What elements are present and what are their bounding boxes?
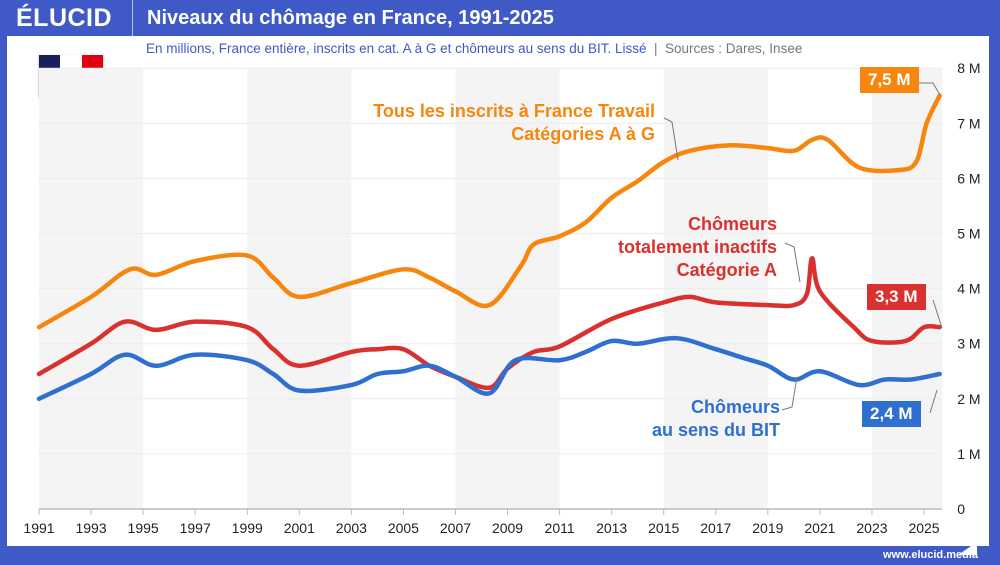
subtitle: En millions, France entière, inscrits en…	[146, 41, 803, 56]
end-badge-categorie-a: 3,3 M	[867, 284, 926, 310]
y-tick-label: 7 M	[957, 115, 980, 131]
x-tick-label: 1991	[23, 520, 54, 536]
y-tick-label: 4 M	[957, 281, 980, 297]
x-tick-label: 1995	[128, 520, 159, 536]
x-tick-label: 2025	[908, 520, 939, 536]
subtitle-text: En millions, France entière, inscrits en…	[146, 41, 647, 56]
badge-leader-line	[929, 389, 938, 414]
x-tick-label: 2009	[492, 520, 523, 536]
badge-leader-line	[918, 82, 941, 96]
x-tick-label: 2019	[752, 520, 783, 536]
label-bit: Chômeurs au sens du BIT	[652, 396, 780, 442]
series-line	[36, 335, 942, 402]
series-line	[36, 256, 942, 391]
label-leader-line	[663, 117, 679, 161]
end-badge-bit: 2,4 M	[862, 401, 921, 427]
series-label-line: Chômeurs	[690, 397, 780, 417]
x-tick-label: 2021	[804, 520, 835, 536]
y-tick-label: 2 M	[957, 391, 980, 407]
x-tick-label: 2015	[648, 520, 679, 536]
x-tick-label: 2007	[440, 520, 471, 536]
logo-mark-icon	[958, 542, 977, 555]
y-tick-label: 5 M	[957, 226, 980, 242]
divider	[132, 0, 133, 36]
footer-url: www.elucid.media	[883, 549, 978, 561]
x-tick-label: 1997	[180, 520, 211, 536]
badge-leader-line	[932, 299, 943, 329]
y-tick-label: 6 M	[957, 170, 980, 186]
label-leader-line	[781, 376, 798, 411]
series-label-line: totalement inactifs	[617, 237, 777, 257]
series-label-line: Chômeurs	[687, 214, 777, 234]
x-tick-label: 2013	[596, 520, 627, 536]
label-inscrits: Tous les inscrits à France Travail Catégo…	[373, 100, 655, 146]
header: ÉLUCID Niveaux du chômage en France, 199…	[0, 0, 1000, 36]
label-leader-line	[784, 242, 801, 283]
x-tick-label: 2005	[388, 520, 419, 536]
series-label-line: Catégorie A	[676, 260, 777, 280]
x-tick-label: 1999	[232, 520, 263, 536]
y-tick-label: 3 M	[957, 336, 980, 352]
x-tick-label: 2001	[284, 520, 315, 536]
chart-title: Niveaux du chômage en France, 1991-2025	[147, 7, 554, 29]
x-tick-label: 2017	[700, 520, 731, 536]
end-badge-inscrits: 7,5 M	[860, 67, 919, 93]
series-line	[36, 93, 942, 330]
x-tick-label: 2003	[336, 520, 367, 536]
label-categorie-a: Chômeurs totalement inactifs Catégorie A	[618, 213, 777, 282]
y-tick-label: 8 M	[957, 60, 980, 76]
x-tick-label: 2011	[545, 520, 575, 536]
series-label-line: au sens du BIT	[651, 420, 780, 440]
logo: ÉLUCID	[16, 4, 113, 32]
x-tick-label: 2023	[856, 520, 887, 536]
sources: Sources : Dares, Insee	[665, 41, 803, 56]
series-label-line: Catégories A à G	[511, 124, 655, 144]
series-label-line: Tous les inscrits à France Travail	[373, 101, 655, 121]
y-tick-label: 0	[957, 501, 965, 517]
y-tick-label: 1 M	[957, 446, 980, 462]
x-tick-label: 1993	[75, 520, 106, 536]
